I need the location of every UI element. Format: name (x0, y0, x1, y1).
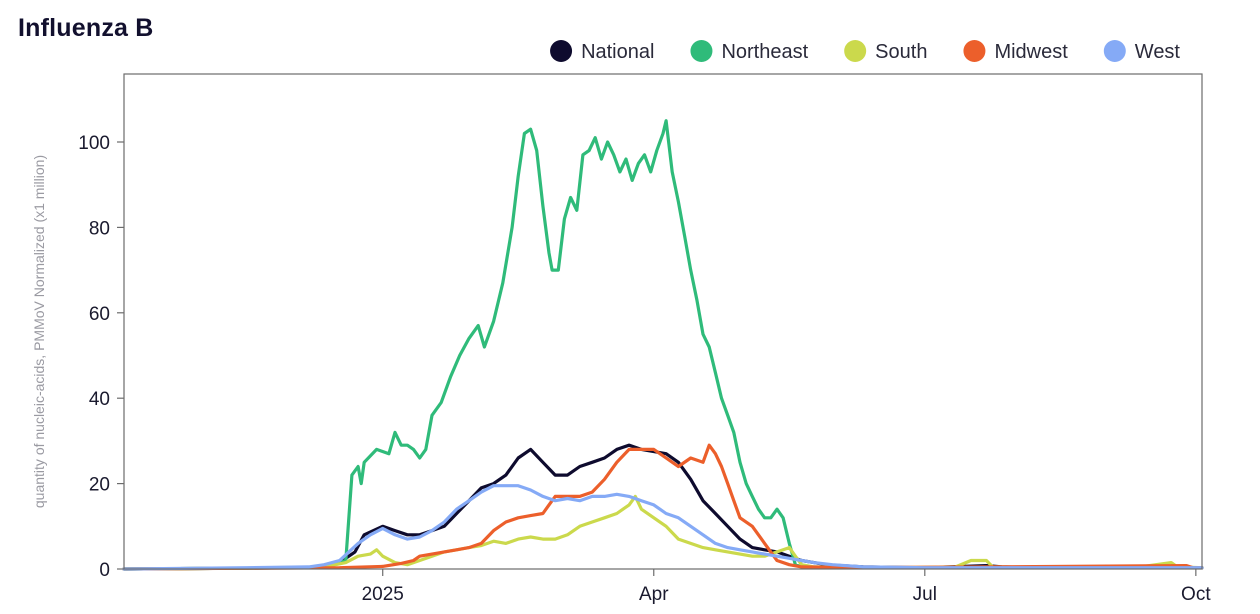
legend: National Northeast South Midwest West (550, 40, 1180, 63)
legend-swatch (1103, 40, 1126, 62)
plot-frame (123, 73, 1203, 570)
y-tick-label: 40 (89, 389, 110, 410)
y-tick-label: 100 (78, 133, 110, 154)
y-axis-title: quantity of nucleic-acids, PMMoV Normali… (31, 155, 47, 508)
legend-swatch (963, 40, 986, 62)
x-tick-label: Jul (913, 584, 937, 605)
series-line-national (122, 443, 1204, 571)
legend-label: South (875, 41, 927, 63)
legend-swatch (690, 40, 713, 62)
x-axis: 2025 Apr Jul Oct (362, 569, 1211, 605)
chart-title: Influenza B (18, 14, 154, 42)
y-tick-label: 0 (99, 560, 110, 581)
legend-label: Midwest (994, 41, 1068, 63)
y-tick-label: 60 (89, 304, 110, 325)
legend-item-national[interactable]: National (550, 40, 654, 63)
legend-label: Northeast (721, 41, 808, 63)
legend-item-midwest[interactable]: Midwest (963, 40, 1068, 63)
legend-item-northeast[interactable]: Northeast (690, 40, 809, 63)
legend-item-south[interactable]: South (844, 40, 927, 63)
legend-swatch (844, 40, 867, 62)
series-line-northeast (122, 119, 1204, 571)
y-tick-label: 80 (89, 218, 110, 239)
series-line-west (122, 484, 1204, 571)
legend-swatch (550, 40, 573, 62)
legend-label: West (1135, 41, 1181, 63)
y-axis: 0 20 40 60 80 100 (78, 133, 124, 581)
legend-label: National (581, 41, 654, 63)
series-line-south (122, 494, 1204, 571)
y-tick-label: 20 (89, 475, 110, 496)
legend-item-west[interactable]: West (1103, 40, 1181, 63)
x-tick-label: 2025 (362, 584, 404, 605)
x-tick-label: Apr (639, 584, 669, 605)
series-lines (122, 119, 1204, 571)
x-tick-label: Oct (1181, 584, 1211, 605)
series-line-midwest (122, 443, 1204, 571)
